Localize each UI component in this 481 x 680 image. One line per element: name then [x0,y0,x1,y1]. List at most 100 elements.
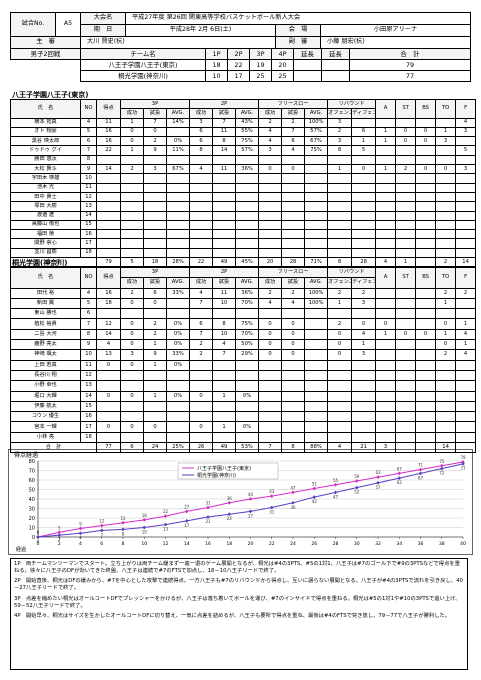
stat [235,308,260,320]
player-row: 田中 貴士 12 [10,191,477,203]
stat: 3 [455,126,477,138]
stat [375,247,397,259]
column-subheader: オフェンス [327,108,353,119]
stat: 100% [304,117,329,128]
data-point [121,520,125,525]
data-point [57,533,62,537]
stat [120,380,144,392]
data-point [99,523,104,528]
stat [435,219,457,231]
stat [235,369,260,382]
player-no: 16 [80,411,97,423]
stat: 16 [96,126,121,138]
stat [375,339,397,351]
stat [165,308,191,320]
stat: 3 [327,117,353,128]
stat [281,247,306,259]
stat: 0 [395,136,417,147]
stat [258,247,283,259]
stat: 2 [327,318,353,330]
stat [212,201,237,212]
stat [351,411,377,423]
column-subheader: 試投 [212,277,237,289]
stat: 6 [351,126,377,138]
stat: 0% [235,421,260,433]
x-tick-label: 12 [163,541,169,547]
stat [415,191,437,203]
stat [415,238,437,249]
data-point [248,509,253,514]
player-row: 東山 勝也 6 [10,308,477,320]
data-point [163,522,168,527]
stat: 4 [455,117,477,128]
player-name: オト 翔豪 [10,126,81,138]
player-name: 横本 拓真 [10,117,81,128]
column-header: F [455,267,477,289]
y-tick-label: 30 [29,506,35,512]
player-no: 9 [80,339,97,351]
stat: 0 [258,318,283,330]
column-header: 2P [189,98,260,110]
stat: 5 [455,145,477,156]
x-tick-label: 4 [79,541,82,547]
player-no: 12 [80,191,97,203]
stat: 71% [304,257,329,268]
x-tick-label: 32 [375,541,381,547]
column-subheader: AVG. [304,277,329,289]
stat: 14 [455,257,477,268]
stat: 6 [281,136,306,147]
player-row: 萬藤山 侑也 15 [10,219,477,231]
stat [189,308,214,320]
column-header: 得点 [96,99,121,119]
stat [351,191,377,203]
column-header: TO [435,99,457,119]
stat [189,210,214,221]
blank [321,70,350,82]
header-cell: 合 計 [349,48,471,60]
stat [351,380,377,392]
label: 会 場 [275,24,321,37]
stat [258,173,283,184]
stat: 67% [165,164,191,175]
data-point [184,509,189,514]
stat [395,390,417,402]
stat [435,201,457,212]
y-tick-label: 80 [29,459,35,465]
stat [96,201,121,212]
stat [327,308,353,320]
player-no: 8 [80,154,97,166]
column-subheader: AVG. [235,277,260,289]
column-header: 氏 名 [10,267,81,289]
stat [212,359,237,371]
column-header: 3P [119,266,191,279]
stat: 6 [189,136,214,147]
value-label: 31 [269,510,275,515]
stat [395,219,417,231]
column-header: ST [395,99,417,119]
player-name: 塚田 大樹 [10,201,81,212]
value-label: 47 [290,485,296,490]
stat [327,219,353,231]
stat [258,182,283,193]
x-tick-label: 26 [311,541,317,547]
stat: 0 [96,421,121,433]
stat: 2 [120,164,144,175]
stat: 0 [96,390,121,402]
stat [235,154,260,166]
stat: 0% [165,339,191,351]
player-no: 12 [80,369,97,382]
stat: 2 [258,117,283,128]
stat [395,308,417,320]
stat: 0 [281,318,306,330]
stat [235,201,260,212]
stat: 1 [212,390,237,402]
stat: 3 [327,136,353,147]
player-row: 横本 拓真 4 11 1 7 14% 3 7 43% 2 2 100% 3 4 [10,117,477,128]
stat [143,173,167,184]
stat: 13 [96,349,121,361]
player-row: 新田 翼 5 18 0 0 7 10 70% 4 4 100% 1 3 1 [10,297,477,310]
value-label: 36 [227,496,233,501]
stat: 11 [212,126,237,138]
stat [351,238,377,249]
